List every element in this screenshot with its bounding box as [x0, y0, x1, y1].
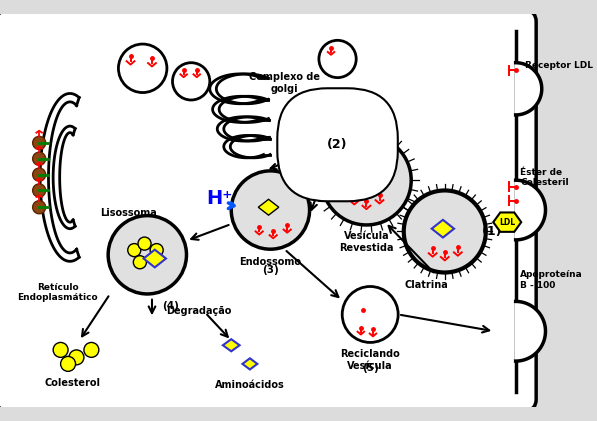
- Polygon shape: [432, 220, 454, 237]
- Text: Aminoácidos: Aminoácidos: [215, 380, 285, 390]
- Polygon shape: [242, 358, 257, 370]
- Text: (1): (1): [482, 225, 503, 238]
- Polygon shape: [224, 136, 270, 158]
- Text: Reciclando
Vesícula: Reciclando Vesícula: [340, 349, 400, 370]
- Circle shape: [33, 201, 46, 214]
- Polygon shape: [53, 126, 75, 229]
- Polygon shape: [516, 180, 546, 240]
- Text: Retículo
Endoplasmático: Retículo Endoplasmático: [17, 283, 98, 302]
- Text: Colesterol: Colesterol: [45, 378, 101, 388]
- Circle shape: [342, 287, 398, 342]
- Circle shape: [33, 184, 46, 197]
- Circle shape: [231, 171, 310, 249]
- Text: (3): (3): [262, 265, 279, 275]
- Circle shape: [53, 342, 68, 357]
- Polygon shape: [210, 74, 268, 104]
- Circle shape: [319, 40, 356, 77]
- Circle shape: [33, 152, 46, 165]
- Circle shape: [33, 136, 46, 149]
- Text: Degradação: Degradação: [166, 306, 232, 316]
- Text: Endossomo: Endossomo: [239, 257, 301, 266]
- Polygon shape: [223, 339, 239, 351]
- Circle shape: [118, 44, 167, 93]
- FancyBboxPatch shape: [0, 11, 536, 410]
- Text: Vesícula
Revestida: Vesícula Revestida: [339, 232, 393, 253]
- Text: LDL: LDL: [499, 218, 515, 226]
- Polygon shape: [516, 301, 546, 361]
- Circle shape: [322, 136, 411, 225]
- Text: Clatrina: Clatrina: [404, 280, 448, 290]
- Text: Éster de
Colesteril: Éster de Colesteril: [521, 168, 569, 187]
- Circle shape: [128, 244, 141, 257]
- Polygon shape: [493, 213, 521, 232]
- Circle shape: [33, 168, 46, 181]
- Circle shape: [133, 256, 146, 269]
- Text: (2): (2): [327, 138, 348, 151]
- Text: Lisossoma: Lisossoma: [100, 208, 157, 218]
- Text: (4): (4): [162, 301, 179, 312]
- Circle shape: [84, 342, 99, 357]
- Text: Receptor LDL: Receptor LDL: [525, 61, 593, 70]
- Polygon shape: [516, 63, 541, 115]
- Text: Apoproteína
B - 100: Apoproteína B - 100: [521, 270, 583, 290]
- Polygon shape: [144, 250, 166, 267]
- Polygon shape: [259, 199, 279, 215]
- Circle shape: [69, 350, 84, 365]
- Polygon shape: [40, 93, 79, 261]
- Polygon shape: [353, 168, 376, 185]
- Text: (5): (5): [362, 363, 378, 373]
- Circle shape: [61, 357, 76, 371]
- Circle shape: [108, 216, 186, 294]
- Circle shape: [173, 63, 210, 100]
- Circle shape: [138, 237, 151, 250]
- Text: Complexo de
golgi: Complexo de golgi: [249, 72, 320, 93]
- Circle shape: [404, 190, 486, 272]
- Polygon shape: [213, 96, 269, 123]
- Circle shape: [150, 244, 163, 257]
- Text: H⁺: H⁺: [206, 189, 232, 208]
- Polygon shape: [217, 117, 269, 141]
